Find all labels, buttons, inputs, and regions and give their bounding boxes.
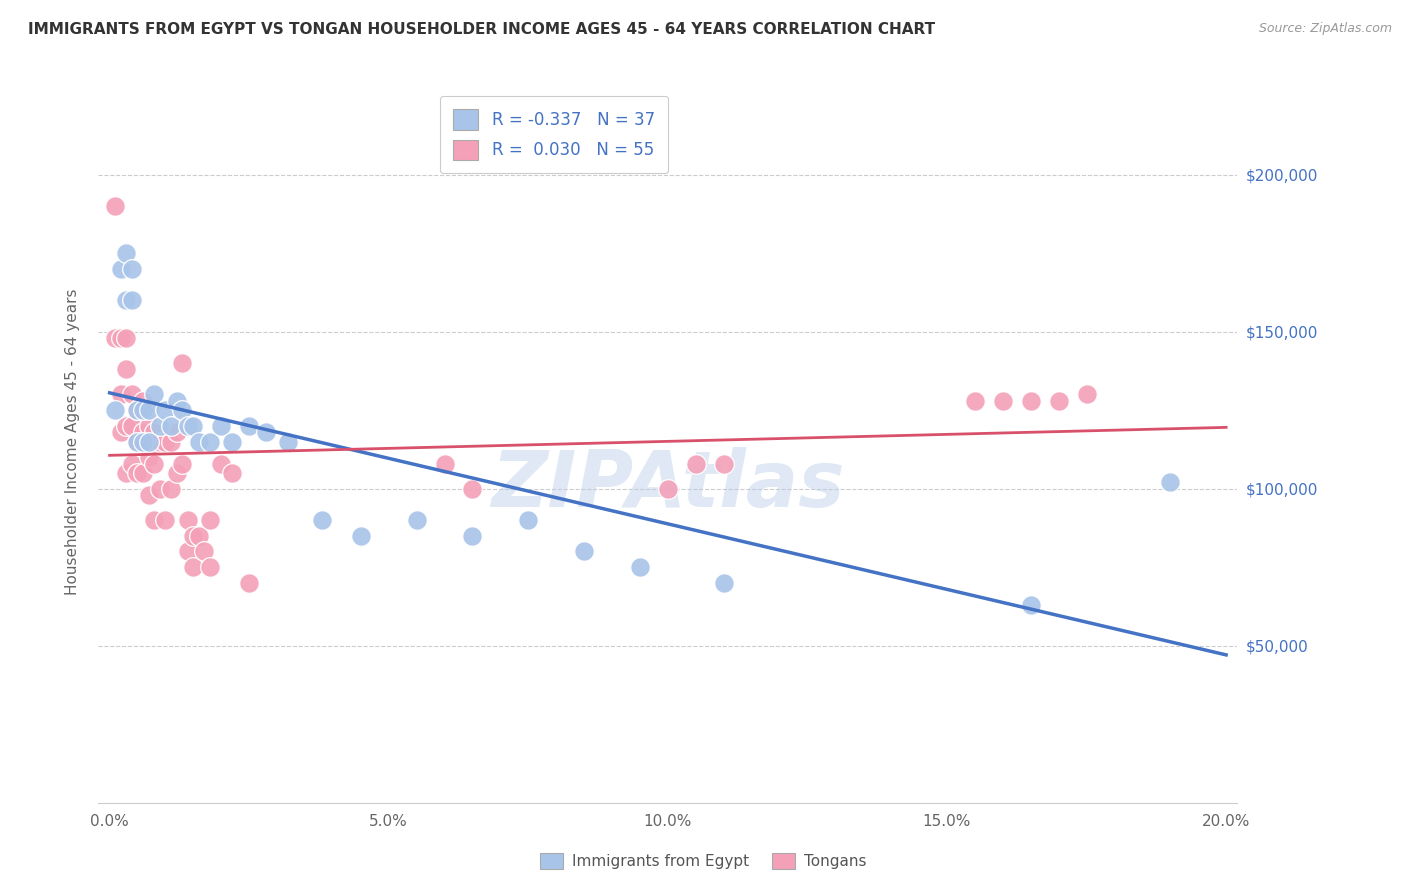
- Point: [657, 482, 679, 496]
- Legend: Immigrants from Egypt, Tongans: Immigrants from Egypt, Tongans: [533, 847, 873, 875]
- Point: [104, 199, 127, 213]
- Point: [149, 418, 172, 433]
- Point: [1019, 393, 1042, 408]
- Point: [143, 513, 166, 527]
- Point: [110, 261, 132, 276]
- Point: [277, 434, 299, 449]
- Point: [713, 575, 735, 590]
- Point: [132, 466, 155, 480]
- Point: [160, 418, 183, 433]
- Point: [143, 425, 166, 439]
- Point: [127, 403, 149, 417]
- Point: [177, 513, 200, 527]
- Point: [433, 457, 456, 471]
- Point: [104, 331, 127, 345]
- Point: [572, 544, 595, 558]
- Point: [138, 418, 160, 433]
- Point: [172, 403, 194, 417]
- Point: [311, 513, 333, 527]
- Point: [132, 425, 155, 439]
- Point: [115, 331, 138, 345]
- Legend: R = -0.337   N = 37, R =  0.030   N = 55: R = -0.337 N = 37, R = 0.030 N = 55: [440, 95, 668, 173]
- Point: [138, 403, 160, 417]
- Point: [238, 418, 260, 433]
- Point: [138, 434, 160, 449]
- Point: [121, 387, 143, 401]
- Point: [104, 403, 127, 417]
- Point: [127, 434, 149, 449]
- Point: [963, 393, 986, 408]
- Point: [127, 434, 149, 449]
- Point: [149, 482, 172, 496]
- Point: [1019, 598, 1042, 612]
- Point: [127, 466, 149, 480]
- Point: [160, 482, 183, 496]
- Point: [209, 418, 232, 433]
- Point: [183, 418, 205, 433]
- Point: [143, 387, 166, 401]
- Point: [132, 434, 155, 449]
- Point: [138, 450, 160, 465]
- Point: [254, 425, 277, 439]
- Point: [187, 529, 209, 543]
- Point: [221, 466, 243, 480]
- Point: [115, 418, 138, 433]
- Point: [1159, 475, 1181, 490]
- Point: [115, 246, 138, 260]
- Point: [209, 457, 232, 471]
- Point: [628, 560, 651, 574]
- Point: [166, 466, 188, 480]
- Point: [132, 403, 155, 417]
- Point: [198, 513, 221, 527]
- Point: [991, 393, 1014, 408]
- Point: [517, 513, 540, 527]
- Point: [149, 434, 172, 449]
- Point: [115, 466, 138, 480]
- Point: [155, 434, 177, 449]
- Point: [183, 529, 205, 543]
- Point: [143, 457, 166, 471]
- Point: [193, 544, 215, 558]
- Point: [350, 529, 373, 543]
- Point: [127, 403, 149, 417]
- Point: [121, 418, 143, 433]
- Point: [115, 293, 138, 308]
- Point: [177, 418, 200, 433]
- Point: [121, 293, 143, 308]
- Point: [138, 488, 160, 502]
- Point: [160, 434, 183, 449]
- Text: ZIPAtlas: ZIPAtlas: [491, 447, 845, 523]
- Text: IMMIGRANTS FROM EGYPT VS TONGAN HOUSEHOLDER INCOME AGES 45 - 64 YEARS CORRELATIO: IMMIGRANTS FROM EGYPT VS TONGAN HOUSEHOL…: [28, 22, 935, 37]
- Point: [713, 457, 735, 471]
- Point: [1047, 393, 1070, 408]
- Y-axis label: Householder Income Ages 45 - 64 years: Householder Income Ages 45 - 64 years: [65, 288, 80, 595]
- Point: [183, 560, 205, 574]
- Text: Source: ZipAtlas.com: Source: ZipAtlas.com: [1258, 22, 1392, 36]
- Point: [1076, 387, 1098, 401]
- Point: [110, 331, 132, 345]
- Point: [155, 513, 177, 527]
- Point: [405, 513, 427, 527]
- Point: [172, 356, 194, 370]
- Point: [121, 457, 143, 471]
- Point: [166, 393, 188, 408]
- Point: [115, 362, 138, 376]
- Point: [198, 560, 221, 574]
- Point: [238, 575, 260, 590]
- Point: [110, 425, 132, 439]
- Point: [461, 529, 484, 543]
- Point: [155, 403, 177, 417]
- Point: [121, 261, 143, 276]
- Point: [198, 434, 221, 449]
- Point: [166, 425, 188, 439]
- Point: [110, 387, 132, 401]
- Point: [172, 457, 194, 471]
- Point: [132, 393, 155, 408]
- Point: [461, 482, 484, 496]
- Point: [685, 457, 707, 471]
- Point: [221, 434, 243, 449]
- Point: [187, 434, 209, 449]
- Point: [177, 544, 200, 558]
